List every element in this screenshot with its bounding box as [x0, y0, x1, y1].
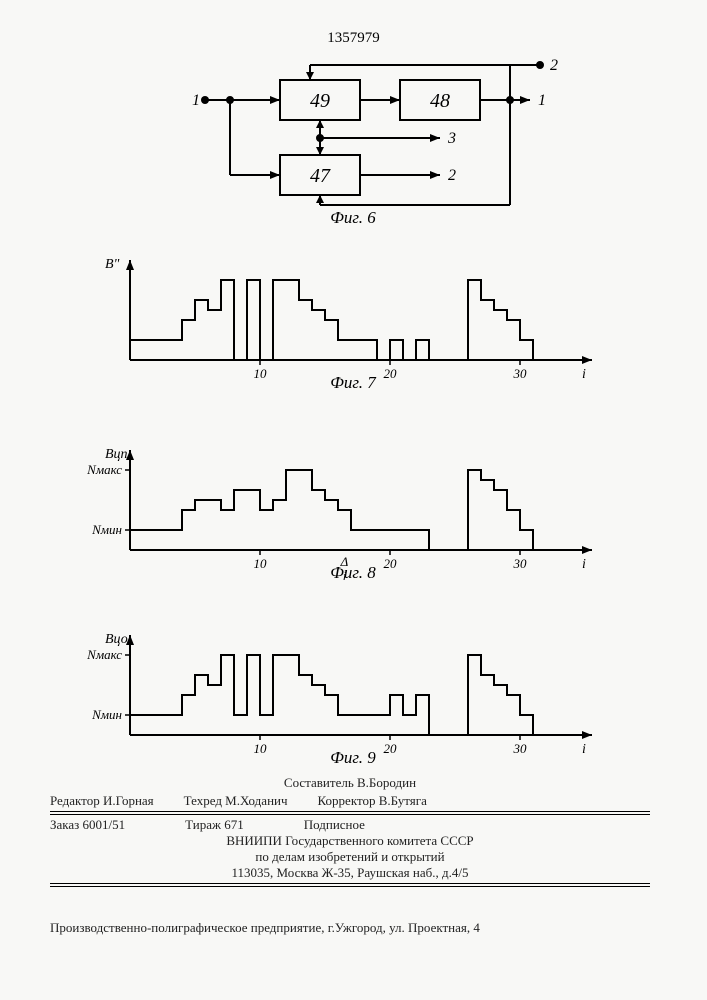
tirazh: Тираж 671 — [185, 817, 244, 833]
fig6-caption: Фиг. 6 — [330, 208, 376, 225]
editor: Редактор И.Горная — [50, 793, 154, 809]
org1: ВНИИПИ Государственного комитета СССР — [50, 833, 650, 849]
port-1-right: 1 — [538, 92, 546, 109]
svg-text:30: 30 — [513, 556, 528, 571]
svg-text:Вцп: Вцп — [105, 447, 128, 462]
printer-line: Производственно-полиграфическое предприя… — [50, 920, 650, 936]
svg-text:Фиг. 9: Фиг. 9 — [330, 748, 376, 765]
addr: 113035, Москва Ж-35, Раушская наб., д.4/… — [50, 865, 650, 881]
compiler-line: Составитель В.Бородин — [50, 775, 650, 791]
svg-text:20: 20 — [384, 366, 398, 381]
podpis: Подписное — [304, 817, 365, 833]
fig8-chart: 102030NмаксNминВцпiΔjФиг. 8 — [0, 400, 707, 580]
block-49-label: 49 — [310, 90, 330, 112]
svg-text:10: 10 — [254, 556, 268, 571]
svg-text:Nмин: Nмин — [91, 522, 122, 537]
svg-text:30: 30 — [513, 366, 528, 381]
svg-text:30: 30 — [513, 741, 528, 756]
block-48-label: 48 — [430, 90, 450, 112]
block-47-label: 47 — [310, 165, 331, 187]
svg-text:Фиг. 7: Фиг. 7 — [330, 373, 377, 390]
port-3: 3 — [447, 130, 456, 147]
tech: Техред М.Ходанич — [184, 793, 288, 809]
fig6-diagram: 49 48 47 — [0, 50, 707, 225]
fig7-chart: 10 20 30 В" i Фиг. 7 — [0, 230, 707, 390]
patent-number: 1357979 — [0, 30, 707, 47]
svg-text:Фиг. 8: Фиг. 8 — [330, 563, 376, 580]
svg-text:10: 10 — [254, 366, 268, 381]
svg-text:Вцо: Вцо — [105, 632, 128, 647]
svg-text:Nмакс: Nмакс — [86, 647, 122, 662]
svg-text:20: 20 — [384, 741, 398, 756]
port-2-top: 2 — [550, 57, 558, 74]
footer-block: Составитель В.Бородин Редактор И.Горная … — [50, 775, 650, 889]
svg-text:i: i — [582, 742, 586, 757]
svg-text:i: i — [582, 367, 586, 382]
svg-text:20: 20 — [384, 556, 398, 571]
org2: по делам изобретений и открытий — [50, 849, 650, 865]
svg-text:Nмакс: Nмакс — [86, 462, 122, 477]
order: Заказ 6001/51 — [50, 817, 125, 833]
port-1-left: 1 — [192, 92, 200, 109]
svg-text:Nмин: Nмин — [91, 707, 122, 722]
fig9-chart: 10 20 30 Nмакс Nмин Вцо i Фиг. 9 — [0, 590, 707, 765]
page: 1357979 49 48 47 — [0, 0, 707, 1000]
corrector: Корректор В.Бутяга — [318, 793, 427, 809]
svg-text:10: 10 — [254, 741, 268, 756]
svg-text:i: i — [582, 557, 586, 572]
port-2-bottom: 2 — [448, 167, 456, 184]
svg-text:В": В" — [105, 257, 120, 272]
